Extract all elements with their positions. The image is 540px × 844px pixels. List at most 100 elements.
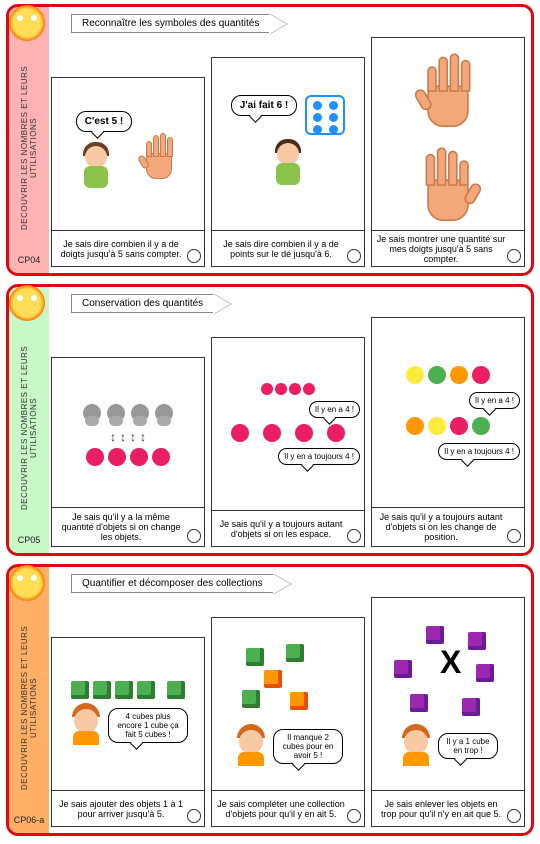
ball-icon [275,383,287,395]
child-icon [76,142,116,197]
arrow-icon: ↕ [110,430,116,444]
cat-icon [82,400,102,426]
cube-icon [242,690,260,708]
dots-row-reordered [406,417,490,435]
sidebar: DECOUVRIR LES NOMBRES ET LEURS UTILISATI… [9,567,49,833]
cube-icon [476,664,494,682]
dot-icon [472,366,490,384]
cube-icon [290,692,308,710]
panels: C'est 5 ! Je sais dire combien il y a de… [51,37,525,267]
card-cp05: DECOUVRIR LES NOMBRES ET LEURS UTILISATI… [6,284,534,556]
panel-caption: Je sais qu'il y a toujours autant d'obje… [372,507,524,546]
child-icon [233,724,269,768]
x-mark: X [440,644,461,681]
child-icon [68,703,104,747]
panel-caption: Je sais qu'il y a la même quantité d'obj… [52,507,204,546]
ball-icon [86,448,104,466]
panel-3: X Il y a 1 cube en trop ! Je sais enleve… [371,597,525,827]
cube-icon [246,648,264,666]
ball-icon [327,424,345,442]
cube-icon [462,698,480,716]
panel-caption: Je sais compléter une collection d'objet… [212,790,364,826]
cube-icon [137,681,155,699]
hand-icon [414,47,481,127]
balls-tight [261,383,315,395]
panel-3: Je sais montrer une quantité sur mes doi… [371,37,525,267]
speech-bubble: Il y en a toujours 4 ! [438,443,520,460]
panel-caption: Je sais montrer une quantité sur mes doi… [372,230,524,266]
cube-icon [71,681,89,699]
cats-row [82,400,174,426]
ball-icon [263,424,281,442]
panel-2: Il manque 2 cubes pour en avoir 5 ! Je s… [211,617,365,827]
dot-icon [450,366,468,384]
balls-row [86,448,170,466]
ball-icon [295,424,313,442]
ball-icon [152,448,170,466]
panel-2: J'ai fait 6 ! Je sais dire combien il y … [211,57,365,267]
card-code: CP05 [18,535,41,549]
panel-caption: Je sais dire combien il y a de points su… [212,230,364,266]
card-title: Quantifier et décomposer des collections [71,574,274,593]
cube-icon [394,660,412,678]
cube-icon [286,644,304,662]
cube-icon [426,626,444,644]
cube-icon [167,681,185,699]
speech-bubble: J'ai fait 6 ! [231,95,298,116]
ball-icon [261,383,273,395]
child-icon [268,139,308,194]
child-icon [398,724,434,768]
ball-icon [231,424,249,442]
cubes-scatter [216,640,360,720]
card-code: CP06-a [14,815,45,829]
hand-icon [138,129,180,179]
speech-bubble: 4 cubes plus encore 1 cube ça fait 5 cub… [108,708,188,743]
arrows-row: ↕ ↕ ↕ ↕ [110,430,146,444]
dot-icon [406,417,424,435]
cube-icon [264,670,282,688]
speech-bubble: Il y en a 4 ! [469,392,520,409]
arrow-icon: ↕ [140,430,146,444]
ball-icon [108,448,126,466]
cube-icon [410,694,428,712]
panel-2: Il y en a 4 ! Il y en a toujours 4 ! Je … [211,337,365,547]
dots-row [406,366,490,384]
ball-icon [289,383,301,395]
cat-icon [154,400,174,426]
speech-bubble: Il y a 1 cube en trop ! [438,733,498,759]
balls-spaced [231,424,345,442]
card-code: CP04 [18,255,41,269]
cube-icon [115,681,133,699]
panel-caption: Je sais ajouter des objets 1 à 1 pour ar… [52,790,204,826]
cube-icon [468,632,486,650]
panel-caption: Je sais enlever les objets en trop pour … [372,790,524,826]
panel-caption: Je sais qu'il y a toujours autant d'obje… [212,510,364,546]
speech-bubble: Il y en a toujours 4 ! [278,448,360,465]
dot-icon [472,417,490,435]
cat-icon [130,400,150,426]
dot-icon [406,366,424,384]
cubes-row [71,681,185,699]
card-cp04: DECOUVRIR LES NOMBRES ET LEURS UTILISATI… [6,4,534,276]
dot-icon [428,417,446,435]
sidebar-label: DECOUVRIR LES NOMBRES ET LEURS UTILISATI… [20,601,38,815]
panel-1: C'est 5 ! Je sais dire combien il y a de… [51,77,205,267]
sidebar-label: DECOUVRIR LES NOMBRES ET LEURS UTILISATI… [20,41,38,255]
mascot-icon [9,565,45,601]
sidebar: DECOUVRIR LES NOMBRES ET LEURS UTILISATI… [9,7,49,273]
arrow-icon: ↕ [130,430,136,444]
hand-icon [414,141,481,221]
card-cp06a: DECOUVRIR LES NOMBRES ET LEURS UTILISATI… [6,564,534,836]
dot-icon [428,366,446,384]
ball-icon [303,383,315,395]
panels: 4 cubes plus encore 1 cube ça fait 5 cub… [51,597,525,827]
mascot-icon [9,5,45,41]
dot-icon [450,417,468,435]
panel-1: 4 cubes plus encore 1 cube ça fait 5 cub… [51,637,205,827]
card-title: Conservation des quantités [71,294,214,313]
cubes-scatter: X [376,620,520,720]
speech-bubble: Il manque 2 cubes pour en avoir 5 ! [273,729,343,764]
speech-bubble: Il y en a 4 ! [309,401,360,418]
panel-caption: Je sais dire combien il y a de doigts ju… [52,230,204,266]
dice-icon [305,95,345,135]
